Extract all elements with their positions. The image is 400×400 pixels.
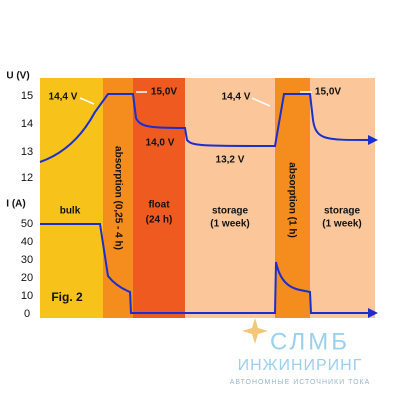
annotation: 15,0V — [151, 87, 177, 98]
band — [185, 78, 275, 318]
tick-label: 13 — [21, 146, 33, 158]
arrowhead — [368, 308, 378, 318]
band — [310, 78, 375, 318]
arrowhead — [368, 135, 378, 145]
band — [103, 78, 133, 318]
tick-label: 15 — [21, 90, 33, 102]
stage-label: storage — [324, 206, 361, 217]
stage-label: (24 h) — [146, 215, 173, 226]
tick-label: 14 — [21, 118, 33, 130]
tick-label: 50 — [21, 218, 33, 230]
tick-label: 10 — [21, 290, 33, 302]
tick-label: 40 — [21, 236, 33, 248]
annotation: 14,4 V — [49, 92, 78, 103]
annotation: 14,4 V — [222, 92, 251, 103]
logo-star — [242, 318, 268, 344]
axis-label: U (V) — [6, 71, 29, 82]
axis-label: I (A) — [6, 199, 25, 210]
tick-label: 12 — [21, 172, 33, 184]
figure-label: Fig. 2 — [51, 290, 83, 304]
stage-label: bulk — [60, 206, 81, 217]
band — [133, 78, 185, 318]
current-curve — [40, 223, 368, 314]
tick-label: 20 — [21, 272, 33, 284]
logo-tagline: АВТОНОМНЫЕ ИСТОЧНИКИ ТОКА — [230, 379, 371, 386]
logo-subtitle: ИНЖИНИРИНГ — [238, 357, 363, 374]
annotation: 14,0 V — [146, 138, 175, 149]
stage-label: (1 week) — [322, 219, 361, 230]
logo: СЛМБ ИНЖИНИРИНГ АВТОНОМНЫЕ ИСТОЧНИКИ ТОК… — [230, 318, 371, 386]
annotation: 15,0V — [315, 87, 341, 98]
pointers — [79, 91, 312, 107]
stage-label: (1 week) — [210, 219, 249, 230]
voltage-curve — [39, 93, 369, 163]
stage-label: absorption (1 h) — [286, 162, 297, 238]
tick-label: 30 — [21, 254, 33, 266]
stage-label: float — [148, 200, 170, 211]
annotation: 13,2 V — [216, 155, 245, 166]
stage-label: storage — [212, 206, 249, 217]
logo-name: СЛМБ — [270, 328, 350, 355]
stage-label: absorption (0,25 - 4 h) — [112, 146, 123, 250]
stage-bands — [40, 78, 375, 318]
tick-label: 0 — [24, 308, 30, 320]
